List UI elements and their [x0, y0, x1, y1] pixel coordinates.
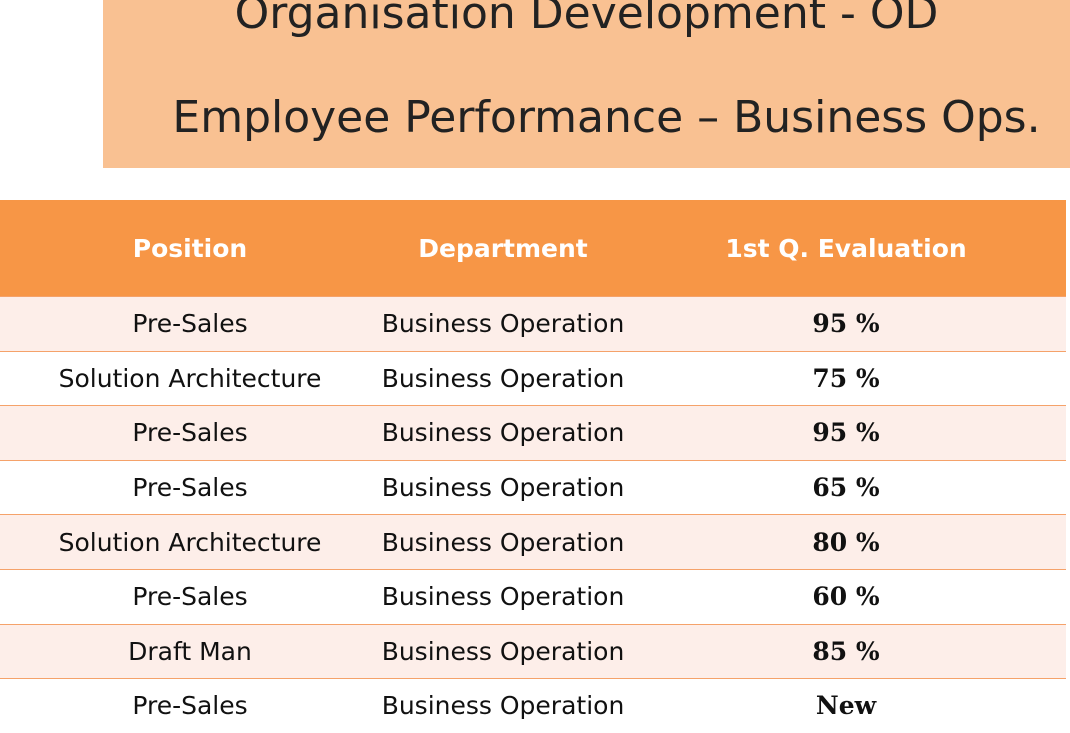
table-cell: Pre-Sales	[0, 296, 380, 352]
table-row: Pre-Sales Business Operation New	[0, 678, 1066, 733]
table-cell: Business Operation	[380, 350, 626, 406]
evaluation-cell: New	[626, 678, 1066, 733]
table-row: Solution Architecture Business Operation 8…	[0, 514, 1066, 570]
column-header: 1st Q. Evaluation	[626, 200, 1066, 297]
title: Organisation Development - OD	[234, 0, 939, 39]
subtitle: Employee Performance – Business Ops.	[172, 92, 1041, 143]
table-row: Draft Man Business Operation 85 %	[0, 623, 1066, 679]
table-cell: Solution Architecture	[0, 514, 380, 570]
table-row: Solution Architecture Business Operation 7…	[0, 350, 1066, 406]
table-cell: Pre-Sales	[0, 459, 380, 515]
table-cell: Business Operation	[380, 296, 626, 352]
table-row: Pre-Sales Business Operation 95 %	[0, 296, 1066, 352]
column-header: Position	[0, 200, 380, 297]
evaluation-cell: 95 %	[626, 405, 1066, 461]
table-cell: Business Operation	[380, 568, 626, 625]
table-cell: Solution Architecture	[0, 350, 380, 406]
table-cell: Business Operation	[380, 678, 626, 733]
evaluation-cell: 95 %	[626, 296, 1066, 352]
evaluation-cell: 65 %	[626, 459, 1066, 515]
table-cell: Business Operation	[380, 514, 626, 570]
table-row: Pre-Sales Business Operation 95 %	[0, 405, 1066, 461]
evaluation-cell: 80 %	[626, 514, 1066, 570]
performance-table: Position Department 1st Q. Evaluation Pre-…	[0, 200, 1066, 733]
evaluation-cell: 60 %	[626, 568, 1066, 625]
evaluation-cell: 75 %	[626, 350, 1066, 406]
table-cell: Pre-Sales	[0, 568, 380, 625]
table-row: Pre-Sales Business Operation 65 %	[0, 459, 1066, 515]
table-cell: Business Operation	[380, 405, 626, 461]
column-header: Department	[380, 200, 626, 297]
header-banner: Organisation Development - OD Employee P…	[103, 0, 1070, 168]
table-cell: Pre-Sales	[0, 405, 380, 461]
header-row: Position Department 1st Q. Evaluation	[0, 200, 1066, 297]
table-cell: Pre-Sales	[0, 678, 380, 733]
evaluation-cell: 85 %	[626, 623, 1066, 679]
table-cell: Business Operation	[380, 459, 626, 515]
table-cell: Business Operation	[380, 623, 626, 679]
table-row: Pre-Sales Business Operation 60 %	[0, 568, 1066, 625]
table-cell: Draft Man	[0, 623, 380, 679]
